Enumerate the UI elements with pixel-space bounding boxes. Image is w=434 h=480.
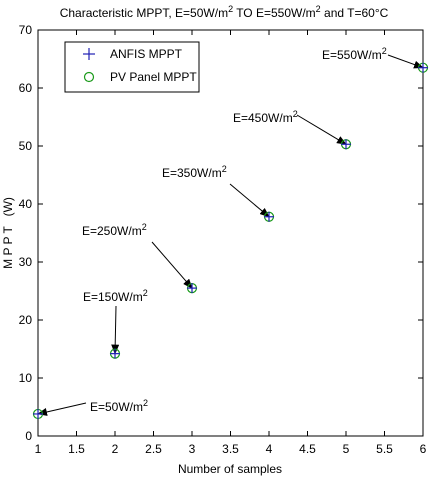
anfis-point	[33, 408, 43, 419]
legend-label-anfis: ANFIS MPPT	[110, 47, 183, 61]
annotation-arrow	[387, 54, 424, 69]
y-tick-label: 20	[19, 313, 33, 327]
legend-plus-marker	[83, 48, 95, 60]
annotation-label: E=350W/m2	[162, 164, 227, 180]
y-tick-label: 60	[19, 81, 33, 95]
y-tick-label: 40	[19, 197, 33, 211]
annotation-arrow	[296, 114, 347, 145]
chart-title: Characteristic MPPT, E=50W/m2 TO E=550W/…	[60, 4, 389, 20]
x-tick-label: 5	[343, 442, 350, 456]
y-axis-title: M P P T (W)	[1, 197, 15, 269]
y-tick-label: 10	[19, 371, 33, 385]
y-tick-label: 0	[25, 429, 32, 443]
y-axis-ticks: 0 10 20 30 40 50 60 70	[19, 23, 423, 443]
annotation-label: E=150W/m2	[83, 288, 148, 304]
annotation-arrow	[229, 183, 270, 218]
x-tick-label: 4	[266, 442, 273, 456]
anfis-point	[264, 211, 274, 222]
legend-box	[64, 41, 200, 93]
x-axis-ticks: 1 1.5 2 2.5 3 3.5 4 4.5 5 5.5 6	[35, 30, 427, 456]
anfis-point	[341, 139, 351, 150]
annotation-label: E=50W/m2	[90, 398, 148, 414]
x-tick-label: 3	[189, 442, 196, 456]
x-tick-label: 5.5	[376, 442, 393, 456]
annotation-arrow	[111, 305, 120, 355]
x-tick-label: 3.5	[222, 442, 239, 456]
anfis-point	[418, 62, 428, 73]
y-tick-label: 70	[19, 23, 33, 37]
x-tick-label: 1	[35, 442, 42, 456]
plot-area	[37, 29, 424, 437]
anfis-point	[187, 283, 197, 294]
x-axis-title: Number of samples	[178, 462, 282, 476]
annotation-label: E=450W/m2	[233, 109, 298, 125]
annotation-label: E=550W/m2	[322, 46, 387, 62]
anfis-point	[110, 348, 120, 359]
annotation-label: E=250W/m2	[82, 222, 147, 238]
data-points	[32, 62, 429, 420]
annotation-arrow	[37, 402, 87, 416]
x-tick-label: 6	[420, 442, 427, 456]
y-tick-label: 30	[19, 255, 33, 269]
x-tick-label: 1.5	[68, 442, 85, 456]
x-tick-label: 2	[112, 442, 119, 456]
y-tick-label: 50	[19, 139, 33, 153]
legend-label-pv: PV Panel MPPT	[110, 70, 197, 84]
legend-circle-marker	[83, 71, 95, 83]
x-tick-label: 2.5	[145, 442, 162, 456]
annotations: E=50W/m2 E=150W/m2 E=250W/m2 E=350W/m2 E=450…	[37, 46, 424, 416]
x-tick-label: 4.5	[299, 442, 316, 456]
legend: ANFIS MPPT PV Panel MPPT	[64, 41, 200, 93]
annotation-arrow	[151, 241, 193, 289]
